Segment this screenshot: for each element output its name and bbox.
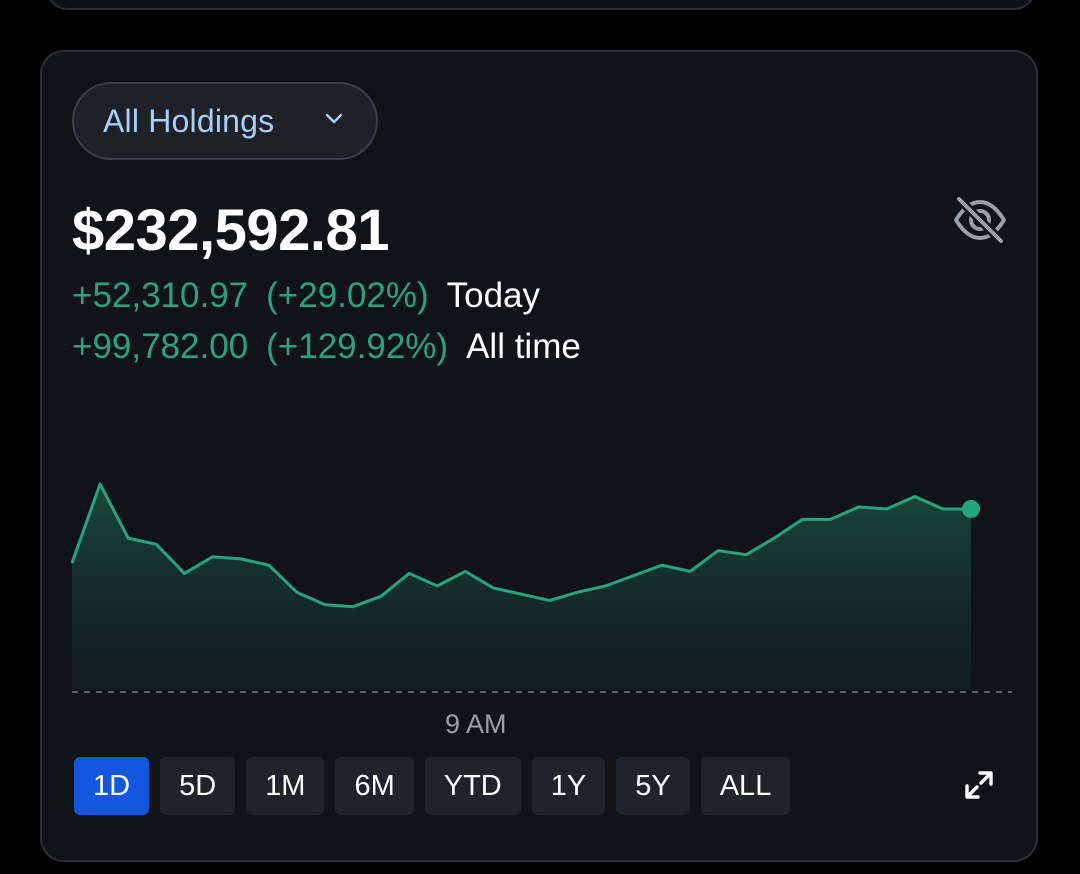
expand-icon[interactable]	[962, 768, 996, 802]
change-today-label: Today	[446, 276, 541, 315]
change-all-time-label: All time	[466, 327, 581, 366]
chevron-down-icon	[325, 113, 343, 124]
chart-series-line	[70, 482, 971, 609]
range-button-1d[interactable]: 1D	[74, 757, 150, 815]
range-button-5y[interactable]: 5Y	[616, 757, 690, 815]
range-button-all[interactable]: ALL	[700, 757, 791, 815]
change-all-time-amount: +99,782.00	[72, 327, 249, 366]
previous-card-edge	[46, 0, 1036, 10]
holdings-selector[interactable]: All Holdings	[72, 82, 378, 160]
change-all-time: +99,782.00 (+129.92%) All time	[72, 325, 581, 369]
range-button-6m[interactable]: 6M	[335, 757, 414, 815]
change-today-amount: +52,310.97	[72, 276, 249, 315]
change-today-percent: (+29.02%)	[266, 276, 429, 315]
portfolio-balance: $232,592.81	[72, 198, 390, 263]
range-button-1m[interactable]: 1M	[246, 757, 325, 815]
chart-current-point	[962, 499, 980, 518]
range-selector: 1D 5D 1M 6M YTD 1Y 5Y ALL	[74, 757, 801, 815]
change-all-time-percent: (+129.92%)	[266, 327, 449, 366]
portfolio-chart	[70, 482, 1012, 693]
range-button-1y[interactable]: 1Y	[531, 757, 606, 815]
holdings-selector-label: All Holdings	[103, 103, 275, 139]
change-today: +52,310.97 (+29.02%) Today	[72, 274, 540, 318]
range-button-ytd[interactable]: YTD	[424, 757, 521, 815]
chart-area-fill	[72, 484, 971, 690]
eye-slash-icon[interactable]	[950, 194, 1010, 246]
range-button-5d[interactable]: 5D	[160, 757, 236, 815]
portfolio-card: All Holdings $232,592.81 +52,310.97 (+29.…	[40, 50, 1038, 862]
x-axis-tick-label: 9 AM	[445, 709, 507, 739]
